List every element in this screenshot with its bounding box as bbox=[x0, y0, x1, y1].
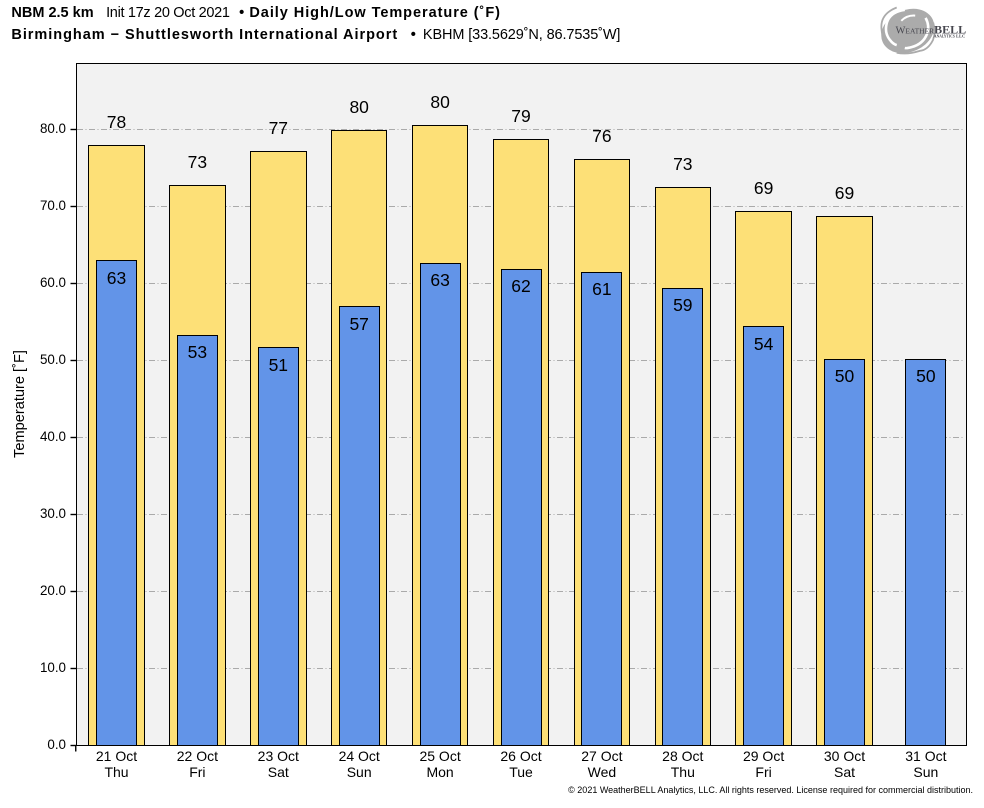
svg-text:ANALYTICS LLC: ANALYTICS LLC bbox=[933, 34, 965, 39]
svg-text:WEATHERBELL: WEATHERBELL bbox=[896, 23, 967, 37]
